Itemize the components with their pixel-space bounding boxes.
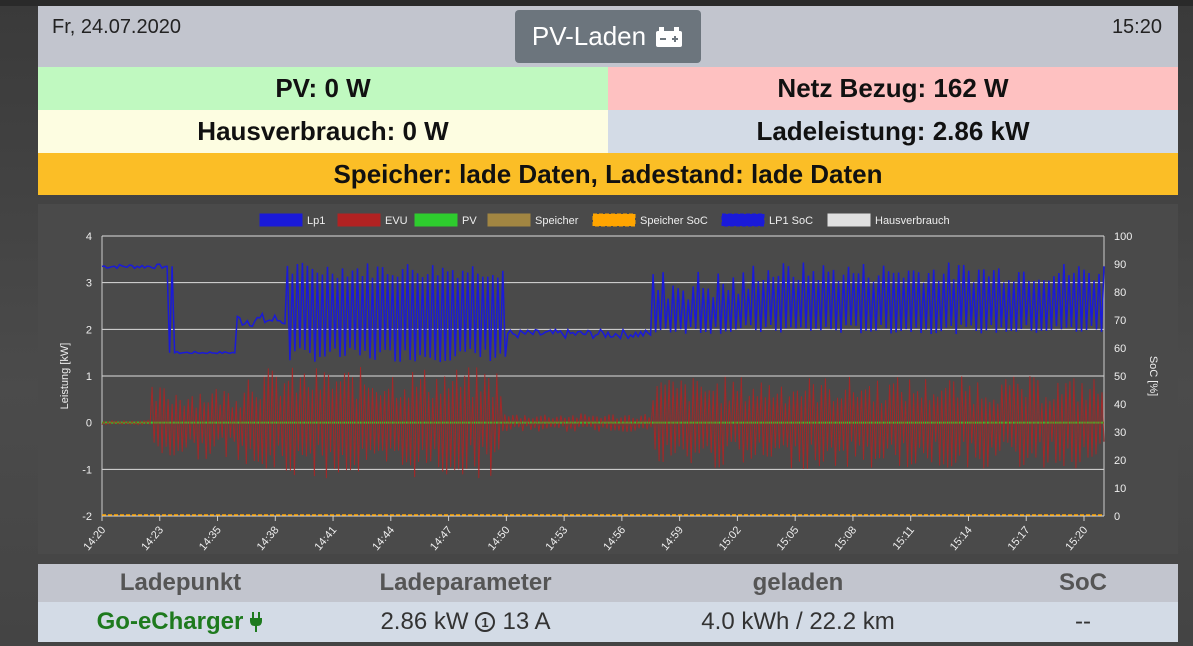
charge-point-name[interactable]: Go-eCharger	[38, 602, 323, 642]
y2-tick-label: 10	[1114, 483, 1126, 495]
y2-tick-label: 100	[1114, 231, 1132, 243]
table-row[interactable]: Go-eCharger 2.86 kW 1 13 A 4.0 kWh / 22.…	[38, 602, 1178, 642]
legend-label: Speicher	[535, 215, 579, 227]
y-tick-label: 0	[86, 418, 92, 430]
storage-status: Speicher: lade Daten, Ladestand: lade Da…	[38, 153, 1178, 195]
series-evu-line	[101, 366, 1105, 479]
y-tick-label: -1	[82, 464, 92, 476]
legend-swatch	[592, 213, 636, 227]
y-tick-label: 3	[86, 278, 92, 290]
legend-swatch	[827, 213, 871, 227]
y2-tick-label: 70	[1114, 315, 1126, 327]
x-tick-label: 14:59	[659, 524, 686, 553]
time-display: 15:20	[1111, 16, 1162, 38]
y2-tick-label: 20	[1114, 455, 1126, 467]
x-tick-label: 15:08	[832, 524, 859, 553]
soc-value: --	[1075, 608, 1091, 635]
x-tick-label: 15:05	[775, 524, 802, 553]
legend-swatch	[721, 213, 765, 227]
col-header-soc: SoC	[1059, 569, 1107, 596]
y2-tick-label: 50	[1114, 371, 1126, 383]
y-tick-label: 1	[86, 371, 92, 383]
dashboard: Fr, 24.07.2020 PV-Laden 15:20 PV: 0 W Ne…	[38, 6, 1178, 195]
legend-label: EVU	[385, 215, 408, 227]
charge-mode-label: PV-Laden	[531, 21, 647, 51]
phase-one-icon: 1	[475, 612, 496, 632]
pv-status: PV: 0 W	[38, 67, 608, 110]
charged-energy: 4.0 kWh / 22.2 km	[701, 608, 895, 635]
house-consumption-status: Hausverbrauch: 0 W	[38, 110, 608, 153]
y-axis-title: Leistung [kW]	[59, 343, 71, 410]
x-tick-label: 14:56	[601, 524, 628, 553]
x-tick-label: 15:14	[948, 524, 975, 553]
header-bar: Fr, 24.07.2020 PV-Laden 15:20	[38, 6, 1178, 67]
legend-swatch	[414, 213, 458, 227]
power-chart-svg: 43210-1-21009080706050403020100Leistung …	[59, 213, 1159, 553]
x-tick-label: 14:50	[486, 524, 513, 553]
phase-number: 1	[482, 615, 489, 630]
charge-current-value: 13 A	[502, 608, 551, 635]
y-tick-label: -2	[82, 511, 92, 523]
x-tick-label: 14:35	[197, 524, 224, 553]
x-tick-label: 14:20	[81, 524, 108, 553]
charge-mode-button[interactable]: PV-Laden	[515, 10, 701, 63]
plug-icon	[250, 612, 263, 632]
y2-axis-title: SoC [%]	[1147, 356, 1159, 396]
window-top-bar	[0, 0, 1193, 6]
col-header-ladepunkt: Ladepunkt	[119, 569, 242, 596]
y2-tick-label: 60	[1114, 343, 1126, 355]
col-header-geladen: geladen	[752, 569, 844, 596]
y2-tick-label: 0	[1114, 511, 1120, 523]
legend-label: Hausverbrauch	[875, 215, 950, 227]
grid-status: Netz Bezug: 162 W	[608, 67, 1178, 110]
y2-tick-label: 80	[1114, 287, 1126, 299]
table-header-row: Ladepunkt Ladeparameter geladen SoC	[38, 564, 1178, 602]
charge-point-table: Ladepunkt Ladeparameter geladen SoC Go-e…	[38, 564, 1178, 642]
legend-label: Speicher SoC	[640, 215, 708, 227]
x-tick-label: 14:38	[255, 524, 282, 553]
legend-label: Lp1	[307, 215, 325, 227]
col-header-ladeparameter: Ladeparameter	[379, 569, 552, 596]
x-tick-label: 14:44	[370, 524, 397, 553]
charge-point-label: Go-eCharger	[96, 608, 244, 635]
charge-parameters: 2.86 kW 1 13 A	[323, 602, 608, 642]
x-tick-label: 14:53	[544, 524, 571, 553]
legend-swatch	[259, 213, 303, 227]
x-tick-label: 14:23	[139, 524, 166, 553]
legend-label: PV	[462, 215, 477, 227]
x-tick-label: 15:17	[1006, 524, 1033, 553]
legend-swatch	[337, 213, 381, 227]
x-tick-label: 15:11	[891, 524, 917, 552]
power-chart: 4 3 2 1 0 -1 -2 100 90 80 70 60 50 40 30 20 10 0 Leistung …	[38, 204, 1178, 554]
date-display: Fr, 24.07.2020	[52, 16, 181, 38]
x-tick-label: 14:41	[312, 524, 339, 553]
x-tick-label: 15:20	[1063, 524, 1090, 553]
y-tick-label: 2	[86, 324, 92, 336]
battery-charging-icon	[656, 26, 683, 47]
legend-swatch	[487, 213, 531, 227]
y2-tick-label: 30	[1114, 427, 1126, 439]
y-tick-label: 4	[86, 231, 92, 243]
series-lp1-line	[101, 262, 1105, 363]
x-tick-label: 15:02	[717, 524, 744, 553]
y2-tick-label: 40	[1114, 399, 1126, 411]
charge-power-value: 2.86 kW	[380, 608, 469, 635]
legend-label: LP1 SoC	[769, 215, 813, 227]
y2-tick-label: 90	[1114, 259, 1126, 271]
charging-power-status: Ladeleistung: 2.86 kW	[608, 110, 1178, 153]
x-tick-label: 14:47	[428, 524, 455, 553]
